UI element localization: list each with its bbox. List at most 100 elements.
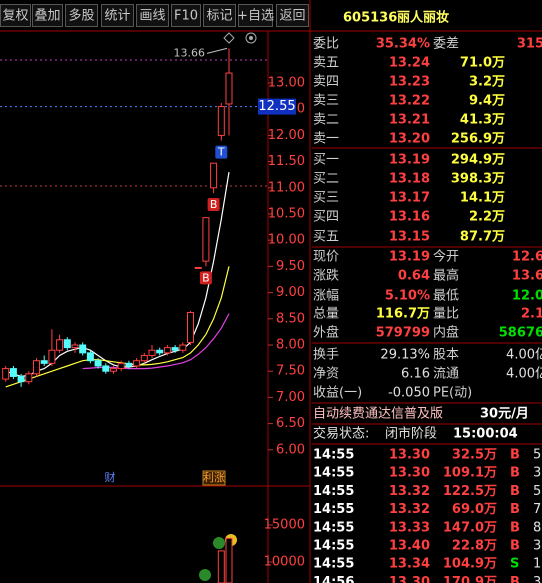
high-label: 13.66 (174, 46, 206, 59)
candle-body (79, 344, 87, 354)
stock-code: 605136 (343, 11, 397, 26)
candle-body (33, 360, 40, 375)
toolbar-button[interactable] (276, 4, 309, 27)
icon[interactable] (245, 32, 257, 44)
candle-body (71, 344, 79, 349)
status-value: 闭市阶段 (385, 426, 437, 442)
price-tag (258, 98, 296, 115)
signal-label: T (217, 146, 225, 159)
info-label: 换手 (313, 348, 339, 363)
info-label: PE(动) (433, 386, 472, 401)
stat-value: 5.10% (385, 289, 430, 304)
volume-bar (217, 550, 225, 583)
y-tick-label: 8.00 (276, 338, 305, 353)
y-tick-label: 11.50 (268, 154, 305, 169)
book-volume: 71.0万 (460, 56, 505, 71)
y-tick-label: 10.00 (268, 233, 305, 248)
trade-volume: 104.9万 (443, 557, 497, 572)
candle-body (86, 352, 94, 362)
toolbar-label[interactable]: F10 (174, 9, 198, 24)
trade-volume: 147.0万 (443, 520, 497, 535)
stat-label: 涨跌 (313, 268, 339, 284)
toolbar-button[interactable] (65, 4, 98, 27)
book-price: 13.22 (389, 94, 430, 109)
toolbar-button[interactable] (136, 4, 169, 27)
book-label: 买四 (313, 210, 339, 225)
stat-label: 最高 (433, 268, 459, 284)
signal-box (215, 145, 228, 159)
toolbar-label[interactable]: 叠加 (34, 9, 60, 24)
candle-body (102, 365, 110, 372)
toolbar-button[interactable] (32, 4, 63, 27)
candle-body (125, 362, 133, 367)
toolbar-label[interactable]: +自选 (237, 9, 274, 24)
toolbar-button[interactable] (0, 4, 31, 27)
stat-value: 13.6 (512, 269, 542, 284)
label: 委差 (433, 37, 459, 52)
icon[interactable] (223, 32, 235, 44)
volume-bar (225, 537, 233, 583)
info-label: 收益(一) (313, 386, 362, 401)
toolbar-label[interactable]: 标记 (206, 9, 232, 24)
y-tick-label: 7.50 (276, 364, 305, 379)
stat-value: 2.1 (521, 307, 542, 322)
y-tick-label: 9.50 (276, 259, 305, 274)
candle-body (117, 362, 125, 370)
y-tick-label: 6.00 (276, 442, 305, 457)
candle-body (140, 354, 148, 362)
candle-body (194, 266, 202, 269)
y-tick-label: 7.00 (276, 390, 305, 405)
toolbar-label[interactable]: 多股 (68, 8, 94, 24)
book-price: 13.20 (389, 132, 430, 147)
high-pointer (206, 47, 228, 54)
toolbar-button[interactable] (238, 4, 273, 27)
icon[interactable] (249, 36, 253, 40)
trade-side: B (510, 484, 520, 499)
info-label: 股本 (433, 348, 459, 363)
volume-tick-label: 15000 (264, 518, 305, 533)
trade-time: 14:55 (313, 484, 354, 499)
event-label: 利涨 (203, 471, 225, 484)
book-price: 13.23 (389, 75, 430, 90)
icon (213, 537, 225, 549)
stock-name: 丽人丽妆 (397, 10, 449, 26)
toolbar-label[interactable]: 返回 (279, 9, 305, 24)
ma-line (5, 266, 230, 388)
toolbar-label[interactable]: 复权 (2, 8, 28, 24)
stat-label: 总量 (313, 307, 339, 322)
trade-volume: 109.1万 (443, 466, 497, 481)
book-volume: 2.2万 (469, 210, 505, 225)
book-label: 卖二 (313, 113, 339, 128)
trade-count: 3 (533, 539, 541, 554)
book-volume: 87.7万 (460, 230, 505, 245)
toolbar-button[interactable] (203, 4, 236, 27)
book-volume: 294.9万 (451, 153, 505, 168)
trade-count: 5 (533, 448, 541, 463)
book-volume: 256.9万 (451, 132, 505, 147)
toolbar-button[interactable] (101, 4, 134, 27)
toolbar-button[interactable] (171, 4, 201, 27)
trade-side: S (510, 557, 519, 572)
trade-time: 14:55 (313, 502, 354, 517)
ad-text[interactable]: 自动续费通达信普及版 (313, 407, 443, 422)
trade-side: B (510, 575, 520, 583)
candle-body (179, 344, 187, 351)
book-label: 卖三 (313, 94, 339, 109)
trade-time: 14:55 (313, 466, 354, 481)
y-tick-label: 9.00 (276, 285, 305, 300)
trade-count: 1 (533, 557, 541, 572)
toolbar-label[interactable]: 统计 (104, 9, 130, 24)
book-price: 13.21 (389, 113, 430, 128)
toolbar-label[interactable]: 画线 (139, 9, 165, 24)
trade-time: 14:55 (313, 539, 354, 554)
book-label: 买三 (313, 191, 339, 206)
ad-price[interactable]: 30元/月 (480, 407, 529, 422)
y-tick-label: 12.00 (268, 128, 305, 143)
trade-price: 13.34 (389, 557, 430, 572)
volume-tick-label: 10000 (264, 555, 305, 570)
trade-time: 14:55 (313, 520, 354, 535)
candle-body (94, 360, 102, 367)
book-volume: 41.3万 (460, 113, 505, 128)
trade-count: 8 (533, 520, 541, 535)
